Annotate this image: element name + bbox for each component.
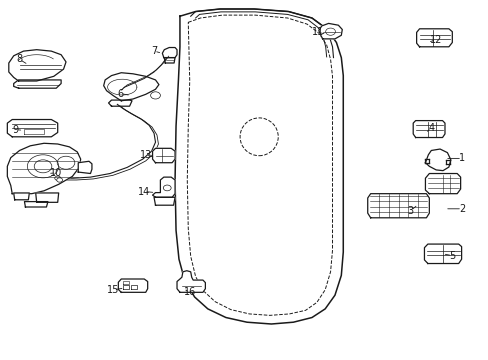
Polygon shape bbox=[152, 177, 175, 197]
Text: 7: 7 bbox=[151, 46, 157, 56]
Polygon shape bbox=[108, 100, 132, 106]
Polygon shape bbox=[24, 202, 48, 207]
Text: 15: 15 bbox=[107, 285, 120, 295]
Circle shape bbox=[55, 176, 61, 180]
Polygon shape bbox=[424, 244, 461, 264]
Polygon shape bbox=[103, 73, 159, 101]
Circle shape bbox=[150, 92, 160, 99]
Text: 3: 3 bbox=[407, 206, 413, 216]
Polygon shape bbox=[118, 279, 147, 292]
Polygon shape bbox=[9, 50, 66, 81]
Polygon shape bbox=[318, 23, 342, 39]
Polygon shape bbox=[367, 194, 428, 218]
Circle shape bbox=[57, 178, 62, 182]
Polygon shape bbox=[152, 148, 175, 163]
Polygon shape bbox=[7, 143, 81, 194]
Text: 2: 2 bbox=[458, 204, 464, 214]
Text: 12: 12 bbox=[429, 35, 442, 45]
Polygon shape bbox=[416, 29, 451, 47]
Polygon shape bbox=[425, 149, 450, 171]
Polygon shape bbox=[14, 80, 61, 88]
Polygon shape bbox=[14, 193, 29, 200]
Text: 13: 13 bbox=[139, 150, 152, 160]
Polygon shape bbox=[162, 48, 177, 58]
Polygon shape bbox=[164, 58, 175, 63]
Text: 1: 1 bbox=[458, 153, 464, 163]
Text: 9: 9 bbox=[13, 125, 19, 135]
Text: 6: 6 bbox=[117, 89, 123, 99]
Polygon shape bbox=[154, 197, 175, 205]
Polygon shape bbox=[7, 120, 58, 137]
Text: 5: 5 bbox=[448, 251, 454, 261]
Polygon shape bbox=[412, 121, 444, 138]
Text: 10: 10 bbox=[50, 168, 62, 178]
Text: 4: 4 bbox=[427, 123, 433, 133]
Polygon shape bbox=[425, 174, 460, 194]
Polygon shape bbox=[36, 193, 59, 202]
Text: 16: 16 bbox=[183, 287, 196, 297]
Polygon shape bbox=[78, 161, 92, 174]
Text: 14: 14 bbox=[138, 186, 150, 197]
Polygon shape bbox=[177, 271, 205, 292]
Text: 11: 11 bbox=[311, 27, 324, 37]
Text: 8: 8 bbox=[17, 54, 22, 64]
